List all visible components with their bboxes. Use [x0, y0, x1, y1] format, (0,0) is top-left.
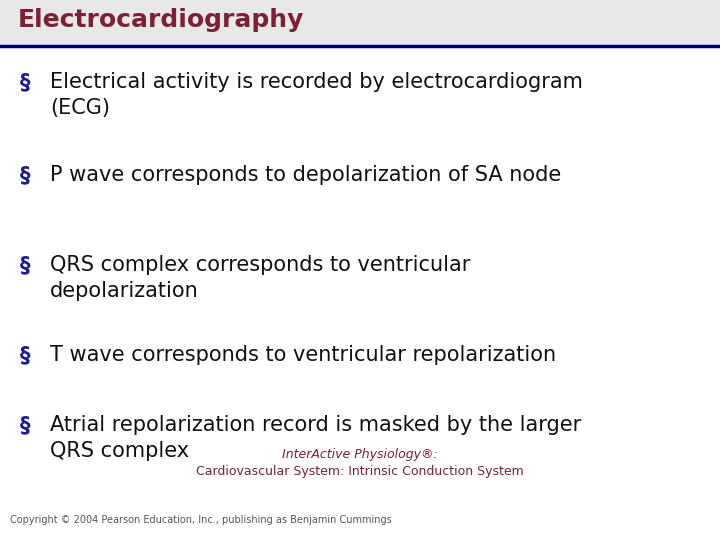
- Text: Atrial repolarization record is masked by the larger
QRS complex: Atrial repolarization record is masked b…: [50, 415, 581, 461]
- Text: Electrical activity is recorded by electrocardiogram
(ECG): Electrical activity is recorded by elect…: [50, 72, 583, 118]
- Text: P wave corresponds to depolarization of SA node: P wave corresponds to depolarization of …: [50, 165, 562, 185]
- Text: Copyright © 2004 Pearson Education, Inc., publishing as Benjamin Cummings: Copyright © 2004 Pearson Education, Inc.…: [10, 515, 392, 525]
- Text: Cardiovascular System: Intrinsic Conduction System: Cardiovascular System: Intrinsic Conduct…: [196, 465, 524, 478]
- Text: QRS complex corresponds to ventricular
depolarization: QRS complex corresponds to ventricular d…: [50, 255, 470, 301]
- Text: Electrocardiography: Electrocardiography: [18, 8, 305, 32]
- Text: InterActive Physiology®:: InterActive Physiology®:: [282, 448, 438, 461]
- Text: T wave corresponds to ventricular repolarization: T wave corresponds to ventricular repola…: [50, 345, 556, 365]
- Text: §: §: [20, 415, 30, 435]
- Text: §: §: [20, 72, 30, 92]
- Text: §: §: [20, 255, 30, 275]
- Text: §: §: [20, 345, 30, 365]
- Bar: [0, 0, 720, 45]
- Text: §: §: [20, 165, 30, 185]
